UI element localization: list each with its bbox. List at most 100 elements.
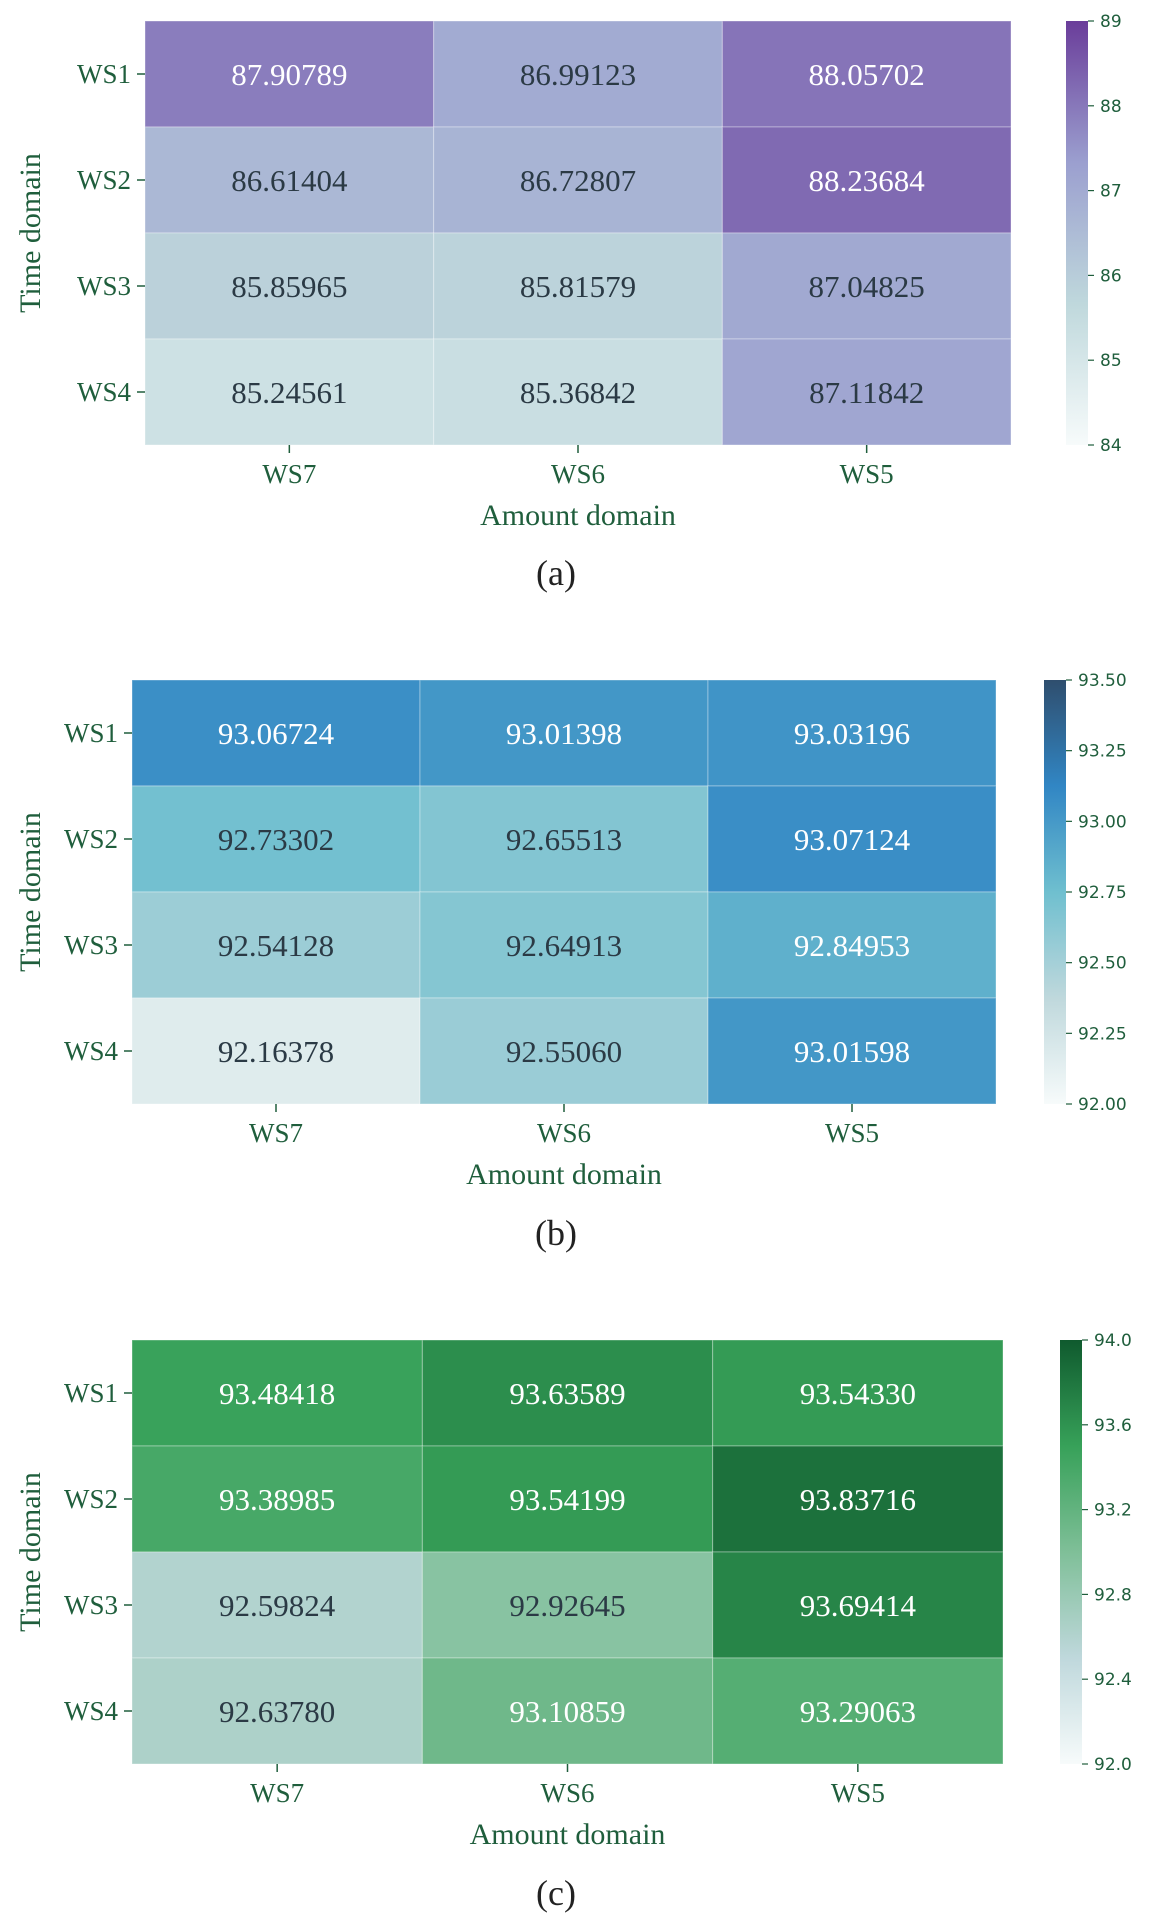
y-tick-label: WS3 <box>64 930 118 960</box>
heatmap-cell <box>421 1445 714 1553</box>
colorbar <box>1066 21 1088 445</box>
cell-value-label: 93.54199 <box>509 1482 625 1517</box>
x-tick-label: WS7 <box>262 459 316 489</box>
cell-value-label: 93.54330 <box>800 1376 916 1411</box>
cell-value-label: 85.36842 <box>520 375 636 410</box>
cell-value-label: 86.99123 <box>520 57 636 92</box>
heatmap-cell <box>421 1339 714 1447</box>
heatmap-cell <box>433 126 723 234</box>
panel-caption: (a) <box>536 553 576 593</box>
heatmap-cell <box>419 679 709 787</box>
cell-value-label: 87.11842 <box>809 375 924 410</box>
y-tick-label: WS4 <box>64 1696 119 1726</box>
colorbar-tick-label: 84 <box>1100 436 1122 456</box>
cell-value-label: 93.63589 <box>509 1376 625 1411</box>
colorbar-tick-label: 92.4 <box>1094 1670 1132 1690</box>
cell-value-label: 92.63780 <box>219 1694 335 1729</box>
x-axis-title: Amount domain <box>470 1818 666 1851</box>
y-tick-label: WS4 <box>77 377 132 407</box>
cell-value-label: 93.10859 <box>509 1694 625 1729</box>
heatmap-cell <box>712 1657 1004 1765</box>
cell-value-label: 93.38985 <box>219 1482 335 1517</box>
heatmap-cell <box>707 891 997 999</box>
colorbar-tick-label: 92.25 <box>1078 1024 1127 1044</box>
y-tick-label: WS1 <box>77 59 131 89</box>
heatmap-panel-3: 93.48418 93.63589 93.54330 93.38985 93.54199… <box>14 1331 1132 1913</box>
cell-value-label: 86.72807 <box>520 163 636 198</box>
colorbar <box>1060 1340 1082 1764</box>
cell-value-label: 92.84953 <box>794 928 910 963</box>
cell-value-label: 93.03196 <box>794 716 910 751</box>
colorbar-tick-label: 93.6 <box>1094 1416 1132 1436</box>
y-tick-label: WS3 <box>77 271 131 301</box>
heatmap-cell <box>712 1551 1004 1659</box>
cell-value-label: 92.54128 <box>218 928 334 963</box>
heatmap-cell <box>707 785 997 893</box>
cell-value-label: 85.81579 <box>520 269 636 304</box>
heatmap-cell <box>144 20 435 128</box>
panel-caption: (c) <box>536 1873 576 1913</box>
heatmap-cell <box>707 679 997 787</box>
heatmap-cell <box>433 232 723 340</box>
heatmap-panel-1: 87.90789 86.99123 88.05702 86.61404 86.72807… <box>14 12 1122 593</box>
colorbar-tick-label: 86 <box>1100 266 1122 286</box>
heatmap-cell <box>144 338 435 446</box>
colorbar-tick-label: 85 <box>1100 351 1122 371</box>
heatmap-cell <box>433 20 723 128</box>
x-tick-label: WS6 <box>537 1118 591 1148</box>
heatmap-cell <box>131 1551 423 1659</box>
heatmap-cell <box>712 1445 1004 1553</box>
cell-value-label: 92.16378 <box>218 1034 334 1069</box>
cell-value-label: 85.24561 <box>231 375 347 410</box>
x-axis-title: Amount domain <box>466 1158 662 1191</box>
cell-value-label: 92.59824 <box>219 1588 336 1623</box>
cell-value-label: 92.64913 <box>506 928 622 963</box>
panel-caption: (b) <box>535 1213 577 1253</box>
heatmap-cell <box>131 1339 423 1447</box>
colorbar-tick-label: 93.50 <box>1078 671 1127 691</box>
y-axis-title: Time domain <box>14 1472 47 1632</box>
cell-value-label: 86.61404 <box>231 163 348 198</box>
heatmap-cell <box>721 20 1012 128</box>
heatmap-cell <box>131 1445 423 1553</box>
y-tick-label: WS2 <box>77 165 131 195</box>
y-tick-label: WS2 <box>64 1484 118 1514</box>
colorbar-tick-label: 87 <box>1100 182 1122 202</box>
x-tick-label: WS7 <box>249 1118 303 1148</box>
colorbar <box>1044 680 1066 1104</box>
heatmap-cell <box>144 232 435 340</box>
colorbar-tick-label: 92.0 <box>1094 1755 1132 1775</box>
cell-value-label: 88.23684 <box>809 163 926 198</box>
y-tick-label: WS3 <box>64 1590 118 1620</box>
cell-value-label: 92.65513 <box>506 822 622 857</box>
colorbar-tick-label: 93.25 <box>1078 742 1127 762</box>
heatmap-cell <box>131 997 421 1105</box>
colorbar-tick-label: 92.00 <box>1078 1095 1127 1115</box>
heatmap-cell <box>419 997 709 1105</box>
x-tick-label: WS7 <box>250 1778 304 1808</box>
cell-value-label: 88.05702 <box>809 57 925 92</box>
heatmap-cell <box>707 997 997 1105</box>
colorbar-tick-label: 93.2 <box>1094 1501 1132 1521</box>
y-axis-title: Time domain <box>14 812 47 972</box>
y-tick-label: WS4 <box>64 1036 119 1066</box>
heatmap-cell <box>131 891 421 999</box>
heatmap-cell <box>712 1339 1004 1447</box>
heatmap-cell <box>144 126 435 234</box>
heatmap-cell <box>419 785 709 893</box>
heatmap-cell <box>421 1551 714 1659</box>
cell-value-label: 93.07124 <box>794 822 911 857</box>
cell-value-label: 93.69414 <box>800 1588 917 1623</box>
cell-value-label: 93.06724 <box>218 716 335 751</box>
y-tick-label: WS2 <box>64 824 118 854</box>
y-axis-title: Time domain <box>14 153 47 313</box>
heatmap-cell <box>419 891 709 999</box>
cell-value-label: 87.90789 <box>231 57 347 92</box>
cell-value-label: 85.85965 <box>231 269 347 304</box>
x-tick-label: WS6 <box>541 1778 595 1808</box>
heatmap-cell <box>721 338 1012 446</box>
colorbar-tick-label: 89 <box>1100 12 1122 32</box>
y-tick-label: WS1 <box>64 1378 118 1408</box>
x-tick-label: WS5 <box>840 459 894 489</box>
